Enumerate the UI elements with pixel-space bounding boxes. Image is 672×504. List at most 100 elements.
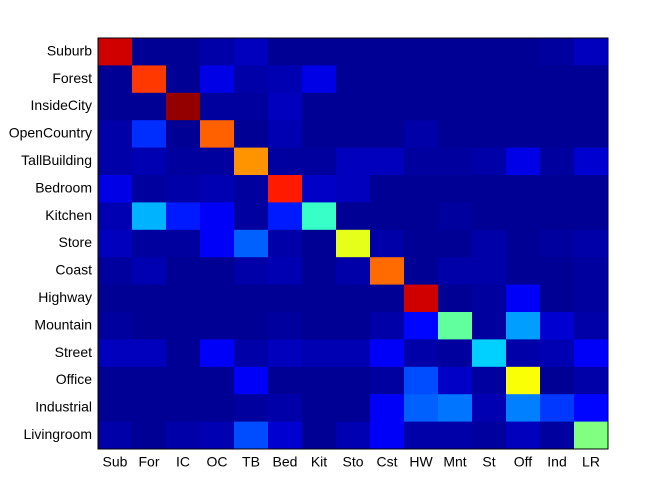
heatmap-cell <box>234 92 269 121</box>
heatmap-cell <box>438 202 473 231</box>
heatmap-cell <box>404 366 439 395</box>
heatmap-cell <box>506 92 541 121</box>
heatmap-cell <box>98 284 133 313</box>
heatmap-cell <box>438 421 473 450</box>
heatmap-cell <box>132 92 167 121</box>
x-tick-label: St <box>482 454 495 470</box>
heatmap-cell <box>234 394 269 423</box>
heatmap-cell <box>336 202 371 231</box>
heatmap-cell <box>132 339 167 368</box>
heatmap-cell <box>132 366 167 395</box>
heatmap-cell <box>200 312 235 340</box>
heatmap-cell <box>234 38 269 66</box>
y-tick-label: Industrial <box>35 399 92 415</box>
heatmap-cell <box>438 257 473 286</box>
heatmap-cell <box>506 147 541 176</box>
heatmap-cell <box>268 38 303 66</box>
heatmap-cell <box>472 421 507 450</box>
heatmap-cell <box>370 202 405 231</box>
y-tick-label: Store <box>59 234 93 250</box>
heatmap-cell <box>540 421 575 450</box>
heatmap-cell <box>472 202 507 231</box>
heatmap-cell <box>166 120 201 149</box>
heatmap-cell <box>540 284 575 313</box>
heatmap-cell <box>506 229 541 258</box>
heatmap-cell <box>404 421 439 450</box>
heatmap-cell <box>98 147 133 176</box>
heatmap-cell <box>302 65 337 94</box>
heatmap-cell <box>268 257 303 286</box>
heatmap-cell <box>404 65 439 94</box>
heatmap-cell <box>404 339 439 368</box>
heatmap-cell <box>540 366 575 395</box>
heatmap-cell <box>370 229 405 258</box>
heatmap-cell <box>540 394 575 423</box>
heatmap-cell <box>336 229 371 258</box>
heatmap-cell <box>336 65 371 94</box>
heatmap-cell <box>404 257 439 286</box>
heatmap-cell <box>268 421 303 450</box>
heatmap-cell <box>268 65 303 94</box>
heatmap-cell <box>506 38 541 66</box>
heatmap-cell <box>268 394 303 423</box>
heatmap-cell <box>98 421 133 450</box>
x-tick-label: Sub <box>103 454 128 470</box>
heatmap-cell <box>540 38 575 66</box>
heatmap-cell <box>132 175 167 203</box>
x-tick-label: Ind <box>547 454 566 470</box>
heatmap-cell <box>540 147 575 176</box>
heatmap-cell <box>200 284 235 313</box>
heatmap-cell <box>98 339 133 368</box>
heatmap-cell <box>404 92 439 121</box>
heatmap-cell <box>540 312 575 340</box>
heatmap-cell <box>132 147 167 176</box>
heatmap-cell <box>302 147 337 176</box>
x-tick-label: Cst <box>377 454 398 470</box>
heatmap-cell <box>438 366 473 395</box>
heatmap-cell <box>200 366 235 395</box>
heatmap-cell <box>268 284 303 313</box>
heatmap-cell <box>472 366 507 395</box>
y-tick-label: OpenCountry <box>9 125 92 141</box>
heatmap-cell <box>336 92 371 121</box>
heatmap-cell <box>302 421 337 450</box>
plot-frame <box>97 37 609 450</box>
heatmap-cell <box>472 38 507 66</box>
x-tick-label: HW <box>409 454 433 470</box>
heatmap-cell <box>336 175 371 203</box>
heatmap-cell <box>370 92 405 121</box>
heatmap-cell <box>98 312 133 340</box>
heatmap-cell <box>200 394 235 423</box>
heatmap-cell <box>370 257 405 286</box>
heatmap-cell <box>370 284 405 313</box>
heatmap-cell <box>302 394 337 423</box>
heatmap-cell <box>404 284 439 313</box>
heatmap-cell <box>302 366 337 395</box>
y-tick-label: InsideCity <box>31 97 92 113</box>
heatmap-cell <box>574 147 609 176</box>
heatmap-cell <box>234 202 269 231</box>
heatmap-cell <box>336 421 371 450</box>
heatmap-cell <box>132 229 167 258</box>
y-tick-label: Street <box>55 344 92 360</box>
heatmap-cell <box>574 284 609 313</box>
heatmap-cell <box>438 65 473 94</box>
x-tick-label: OC <box>207 454 228 470</box>
x-tick-label: LR <box>582 454 600 470</box>
heatmap-cell <box>574 202 609 231</box>
heatmap-cell <box>370 339 405 368</box>
heatmap-cell <box>336 257 371 286</box>
heatmap-cell <box>98 229 133 258</box>
heatmap-cell <box>574 366 609 395</box>
heatmap-cell <box>132 257 167 286</box>
heatmap-cell <box>336 312 371 340</box>
heatmap-cell <box>574 312 609 340</box>
heatmap-cell <box>268 175 303 203</box>
heatmap-cell <box>370 147 405 176</box>
heatmap-cell <box>302 339 337 368</box>
heatmap-cell <box>98 175 133 203</box>
heatmap-cell <box>132 202 167 231</box>
y-tick-label: Highway <box>38 289 92 305</box>
heatmap-cell <box>438 175 473 203</box>
heatmap-cell <box>540 229 575 258</box>
